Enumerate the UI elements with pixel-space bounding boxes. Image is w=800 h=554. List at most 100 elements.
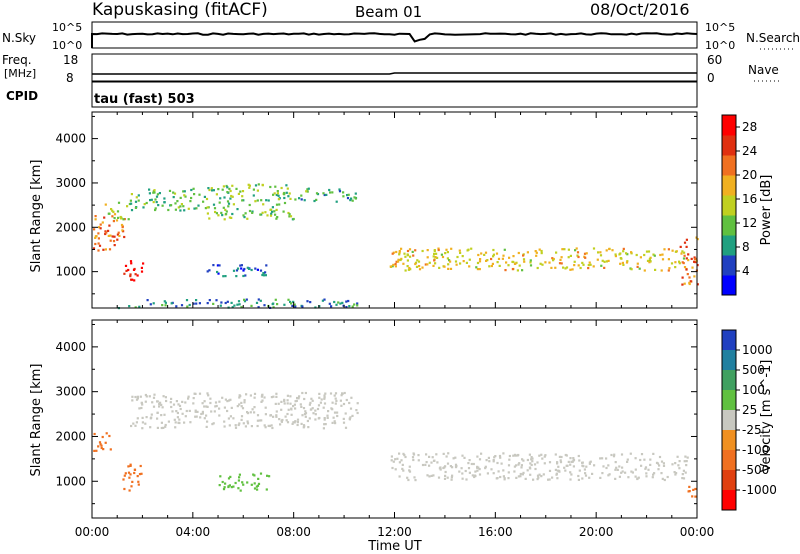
- data-cell: [259, 472, 263, 475]
- data-cell: [607, 464, 610, 467]
- data-cell: [345, 300, 348, 303]
- x-tick-label: 04:00: [176, 525, 211, 539]
- data-cell: [548, 469, 552, 472]
- data-cell: [559, 258, 562, 261]
- data-cell: [468, 459, 471, 462]
- data-cell: [636, 477, 639, 480]
- data-cell: [550, 266, 553, 269]
- data-cell: [627, 476, 630, 479]
- data-cell: [574, 249, 577, 252]
- data-cell: [585, 252, 588, 255]
- data-cell: [289, 300, 292, 303]
- data-cell: [192, 187, 195, 190]
- data-cell: [535, 251, 538, 254]
- data-cell: [205, 197, 209, 201]
- data-cell: [100, 444, 103, 447]
- colorbar-swatch: [722, 255, 736, 276]
- data-cell: [409, 255, 412, 258]
- data-cell: [394, 468, 397, 471]
- data-cell: [647, 250, 651, 253]
- data-cell: [275, 217, 278, 220]
- data-cell: [684, 455, 687, 458]
- data-cell: [245, 393, 248, 396]
- data-cell: [348, 305, 351, 308]
- data-cell: [158, 192, 161, 195]
- data-cell: [261, 211, 264, 214]
- data-cell: [662, 462, 665, 465]
- data-cell: [170, 204, 173, 207]
- data-cell: [404, 455, 407, 459]
- data-cell: [306, 300, 309, 303]
- data-cell: [209, 397, 212, 400]
- data-cell: [162, 395, 165, 398]
- data-cell: [556, 461, 559, 464]
- data-cell: [262, 272, 265, 275]
- data-cell: [119, 215, 122, 219]
- data-cell: [212, 189, 215, 192]
- data-cell: [256, 199, 259, 202]
- data-cell: [438, 266, 441, 269]
- colorbar-swatch: [722, 115, 736, 136]
- data-cell: [576, 251, 580, 254]
- data-cell: [394, 265, 397, 268]
- data-cell: [144, 400, 147, 403]
- data-cell: [497, 257, 501, 260]
- data-cell: [138, 305, 141, 308]
- data-cell: [572, 465, 575, 468]
- data-cell: [614, 477, 617, 480]
- data-cell: [399, 258, 402, 262]
- data-cell: [181, 400, 184, 403]
- data-cell: [331, 191, 334, 194]
- data-cell: [176, 416, 179, 419]
- data-cell: [170, 405, 173, 409]
- data-cell: [602, 465, 605, 468]
- data-cell: [668, 267, 671, 270]
- data-cell: [356, 304, 359, 307]
- data-cell: [205, 425, 208, 428]
- data-cell: [636, 265, 639, 268]
- data-cell: [335, 200, 338, 203]
- data-cell: [334, 402, 337, 405]
- data-cell: [289, 395, 292, 398]
- data-cell: [561, 248, 564, 251]
- data-cell: [322, 192, 325, 195]
- data-cell: [693, 275, 696, 278]
- colorbar-swatch: [722, 450, 736, 471]
- data-cell: [696, 283, 699, 286]
- data-cell: [307, 187, 310, 190]
- data-cell: [292, 405, 295, 408]
- data-cell: [130, 485, 133, 488]
- data-cell: [521, 269, 524, 272]
- data-cell: [451, 474, 454, 477]
- data-cell: [596, 258, 599, 261]
- data-cell: [116, 238, 119, 241]
- data-cell: [637, 476, 640, 479]
- data-cell: [512, 255, 515, 258]
- data-cell: [593, 464, 596, 467]
- data-cell: [270, 396, 273, 399]
- data-cell: [564, 469, 567, 472]
- data-cell: [406, 249, 410, 253]
- data-cell: [296, 423, 299, 427]
- data-cell: [649, 458, 652, 461]
- data-cell: [140, 266, 143, 269]
- data-cell: [227, 202, 231, 205]
- data-cell: [621, 466, 624, 469]
- data-cell: [496, 461, 499, 465]
- data-cell: [647, 468, 650, 471]
- data-cell: [163, 197, 166, 200]
- data-cell: [467, 248, 470, 251]
- data-cell: [123, 272, 126, 275]
- data-cell: [326, 414, 329, 417]
- data-cell: [575, 247, 578, 250]
- data-cell: [179, 407, 182, 411]
- data-cell: [236, 208, 239, 211]
- data-cell: [446, 462, 450, 465]
- data-cell: [473, 475, 476, 479]
- data-cell: [194, 392, 197, 395]
- data-cell: [485, 459, 488, 462]
- data-cell: [134, 424, 137, 427]
- data-cell: [194, 409, 197, 412]
- data-cell: [433, 252, 436, 255]
- data-cell: [222, 488, 226, 491]
